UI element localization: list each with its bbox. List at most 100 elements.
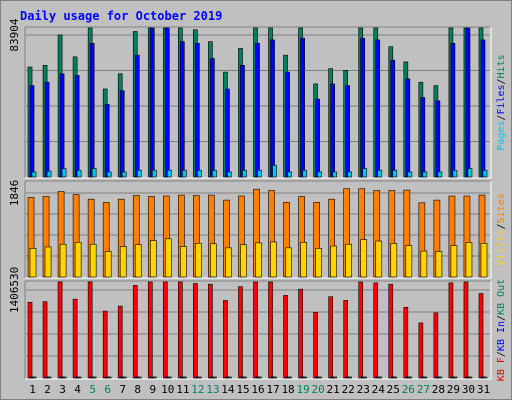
legend-entry: Hits — [496, 54, 507, 78]
bar-kb-f-day-15 — [238, 286, 243, 379]
bar-files-day-27 — [420, 97, 426, 178]
bar-kb-f-day-21 — [328, 296, 333, 379]
bar-files-day-9 — [149, 27, 155, 178]
bar-pages-day-14 — [227, 171, 232, 178]
bar-kb-f-day-19 — [298, 288, 303, 379]
bar-kb-out-day-9 — [151, 376, 157, 379]
bar-kb-f-day-22 — [343, 300, 349, 379]
series-files — [29, 27, 486, 178]
bar-pages-day-18 — [287, 171, 292, 178]
bar-kb-f-day-25 — [388, 283, 394, 379]
bar-pages-day-9 — [151, 169, 157, 178]
panel-background — [25, 281, 491, 379]
x-tick-label: 29 — [447, 383, 460, 396]
bar-visits-day-12 — [195, 243, 202, 278]
panel-mid: 1846 Visits/Sites — [8, 180, 507, 279]
bar-kb-out-day-10 — [166, 376, 172, 379]
bar-visits-day-17 — [270, 241, 277, 278]
bar-pages-day-12 — [197, 169, 202, 178]
bar-kb-f-day-17 — [268, 281, 273, 379]
x-tick-label: 1 — [29, 383, 36, 396]
bar-visits-day-28 — [435, 251, 443, 278]
bar-kb-out-day-5 — [91, 376, 97, 379]
bar-pages-day-8 — [136, 169, 142, 178]
bar-kb-f-day-20 — [313, 312, 318, 379]
chart-panels: 83904Pages/Files/Hits1846Visits/Sites140… — [8, 18, 507, 381]
bar-kb-out-day-26 — [407, 376, 413, 379]
bar-pages-day-25 — [392, 169, 398, 178]
bar-visits-day-19 — [300, 242, 307, 278]
chart-title: Daily usage for October 2019 — [20, 9, 222, 23]
bar-kb-out-day-29 — [452, 376, 458, 379]
x-tick-label: 18 — [281, 383, 294, 396]
bar-kb-f-day-29 — [448, 282, 454, 379]
x-tick-label: 8 — [134, 383, 141, 396]
bar-kb-out-day-15 — [242, 376, 247, 379]
bar-files-day-13 — [210, 58, 215, 178]
bar-pages-day-3 — [61, 168, 67, 178]
bar-files-day-31 — [480, 39, 486, 178]
bar-pages-day-23 — [362, 168, 368, 178]
bar-pages-day-20 — [317, 171, 322, 178]
bar-kb-f-day-26 — [403, 307, 409, 379]
bar-visits-day-21 — [330, 245, 337, 278]
legend-entry: / — [496, 115, 507, 121]
bar-kb-out-day-6 — [106, 376, 112, 379]
x-tick-label: 30 — [462, 383, 475, 396]
bar-kb-f-day-7 — [117, 305, 123, 379]
bar-kb-out-day-14 — [227, 376, 232, 379]
bar-kb-out-day-31 — [482, 376, 488, 379]
bar-pages-day-2 — [46, 170, 52, 178]
bar-visits-day-30 — [465, 242, 473, 278]
bar-visits-day-24 — [375, 240, 383, 278]
bar-kb-out-day-7 — [121, 376, 127, 379]
series-legend-label: Visits/Sites — [496, 193, 507, 265]
bar-files-day-29 — [450, 42, 456, 178]
x-tick-label: 4 — [74, 383, 81, 396]
bar-kb-out-day-13 — [212, 376, 217, 379]
bar-pages-day-30 — [467, 168, 473, 178]
bar-visits-day-6 — [104, 251, 112, 278]
bar-kb-out-day-20 — [317, 376, 322, 379]
x-tick-label: 13 — [206, 383, 219, 396]
bar-files-day-16 — [255, 42, 260, 178]
bar-kb-out-day-19 — [302, 376, 307, 379]
bar-kb-f-day-28 — [433, 312, 439, 379]
bar-files-day-19 — [300, 37, 305, 178]
bar-kb-out-day-8 — [136, 376, 142, 379]
legend-entry: / — [496, 223, 507, 229]
x-tick-label: 3 — [59, 383, 66, 396]
series-legend-label: Pages/Files/Hits — [496, 54, 507, 150]
x-tick-label: 12 — [191, 383, 204, 396]
bar-files-day-3 — [59, 73, 65, 178]
bar-pages-day-15 — [242, 169, 247, 178]
x-tick-label: 9 — [149, 383, 156, 396]
bar-kb-f-day-12 — [193, 283, 198, 379]
bar-kb-f-day-9 — [147, 281, 153, 379]
y-axis-max-label: 1406530 — [8, 267, 21, 313]
bar-visits-day-4 — [74, 242, 82, 278]
bar-kb-f-day-8 — [132, 285, 138, 379]
bar-files-day-28 — [435, 100, 441, 178]
bar-kb-out-day-18 — [287, 376, 292, 379]
bar-pages-day-27 — [422, 171, 428, 178]
x-tick-label: 10 — [161, 383, 174, 396]
bar-pages-day-17 — [272, 164, 277, 178]
x-tick-label: 26 — [402, 383, 415, 396]
legend-entry: / — [496, 315, 507, 321]
bar-visits-day-2 — [44, 246, 52, 278]
bar-files-day-14 — [225, 88, 230, 178]
bar-pages-day-26 — [407, 171, 413, 178]
x-tick-label: 24 — [372, 383, 386, 396]
bar-visits-day-15 — [240, 244, 247, 278]
legend-entry: / — [496, 351, 507, 357]
x-tick-label: 2 — [44, 383, 51, 396]
bar-pages-day-11 — [182, 169, 187, 178]
bar-files-day-5 — [89, 42, 95, 178]
bar-files-day-2 — [44, 81, 50, 178]
x-tick-label: 6 — [104, 383, 111, 396]
bar-kb-f-day-24 — [373, 282, 379, 379]
bar-kb-out-day-22 — [347, 376, 353, 379]
legend-entry: Files — [496, 84, 507, 114]
